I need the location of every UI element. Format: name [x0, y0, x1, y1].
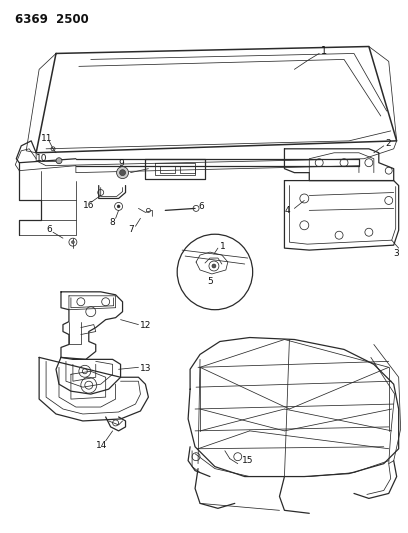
- Text: 7: 7: [129, 225, 134, 234]
- Text: 6: 6: [198, 202, 204, 211]
- Circle shape: [71, 241, 74, 244]
- Text: 2: 2: [386, 139, 391, 148]
- Text: 6: 6: [46, 225, 52, 234]
- Circle shape: [117, 205, 120, 208]
- Text: 6369  2500: 6369 2500: [15, 13, 89, 26]
- Text: 1: 1: [321, 46, 327, 56]
- Text: 14: 14: [96, 441, 107, 450]
- Text: 15: 15: [242, 456, 253, 465]
- Circle shape: [117, 167, 129, 179]
- Circle shape: [212, 264, 216, 268]
- Text: 5: 5: [207, 277, 213, 286]
- Text: 9: 9: [119, 159, 124, 168]
- Text: 3: 3: [394, 248, 399, 257]
- Text: 8: 8: [110, 218, 115, 227]
- Text: 16: 16: [83, 201, 94, 210]
- Text: 13: 13: [140, 364, 152, 373]
- Text: 1: 1: [220, 241, 226, 251]
- Text: 10: 10: [36, 154, 48, 163]
- Circle shape: [120, 169, 126, 175]
- Circle shape: [56, 158, 62, 164]
- Text: 12: 12: [140, 321, 152, 330]
- Text: 11: 11: [41, 134, 53, 143]
- Text: 4: 4: [284, 206, 290, 215]
